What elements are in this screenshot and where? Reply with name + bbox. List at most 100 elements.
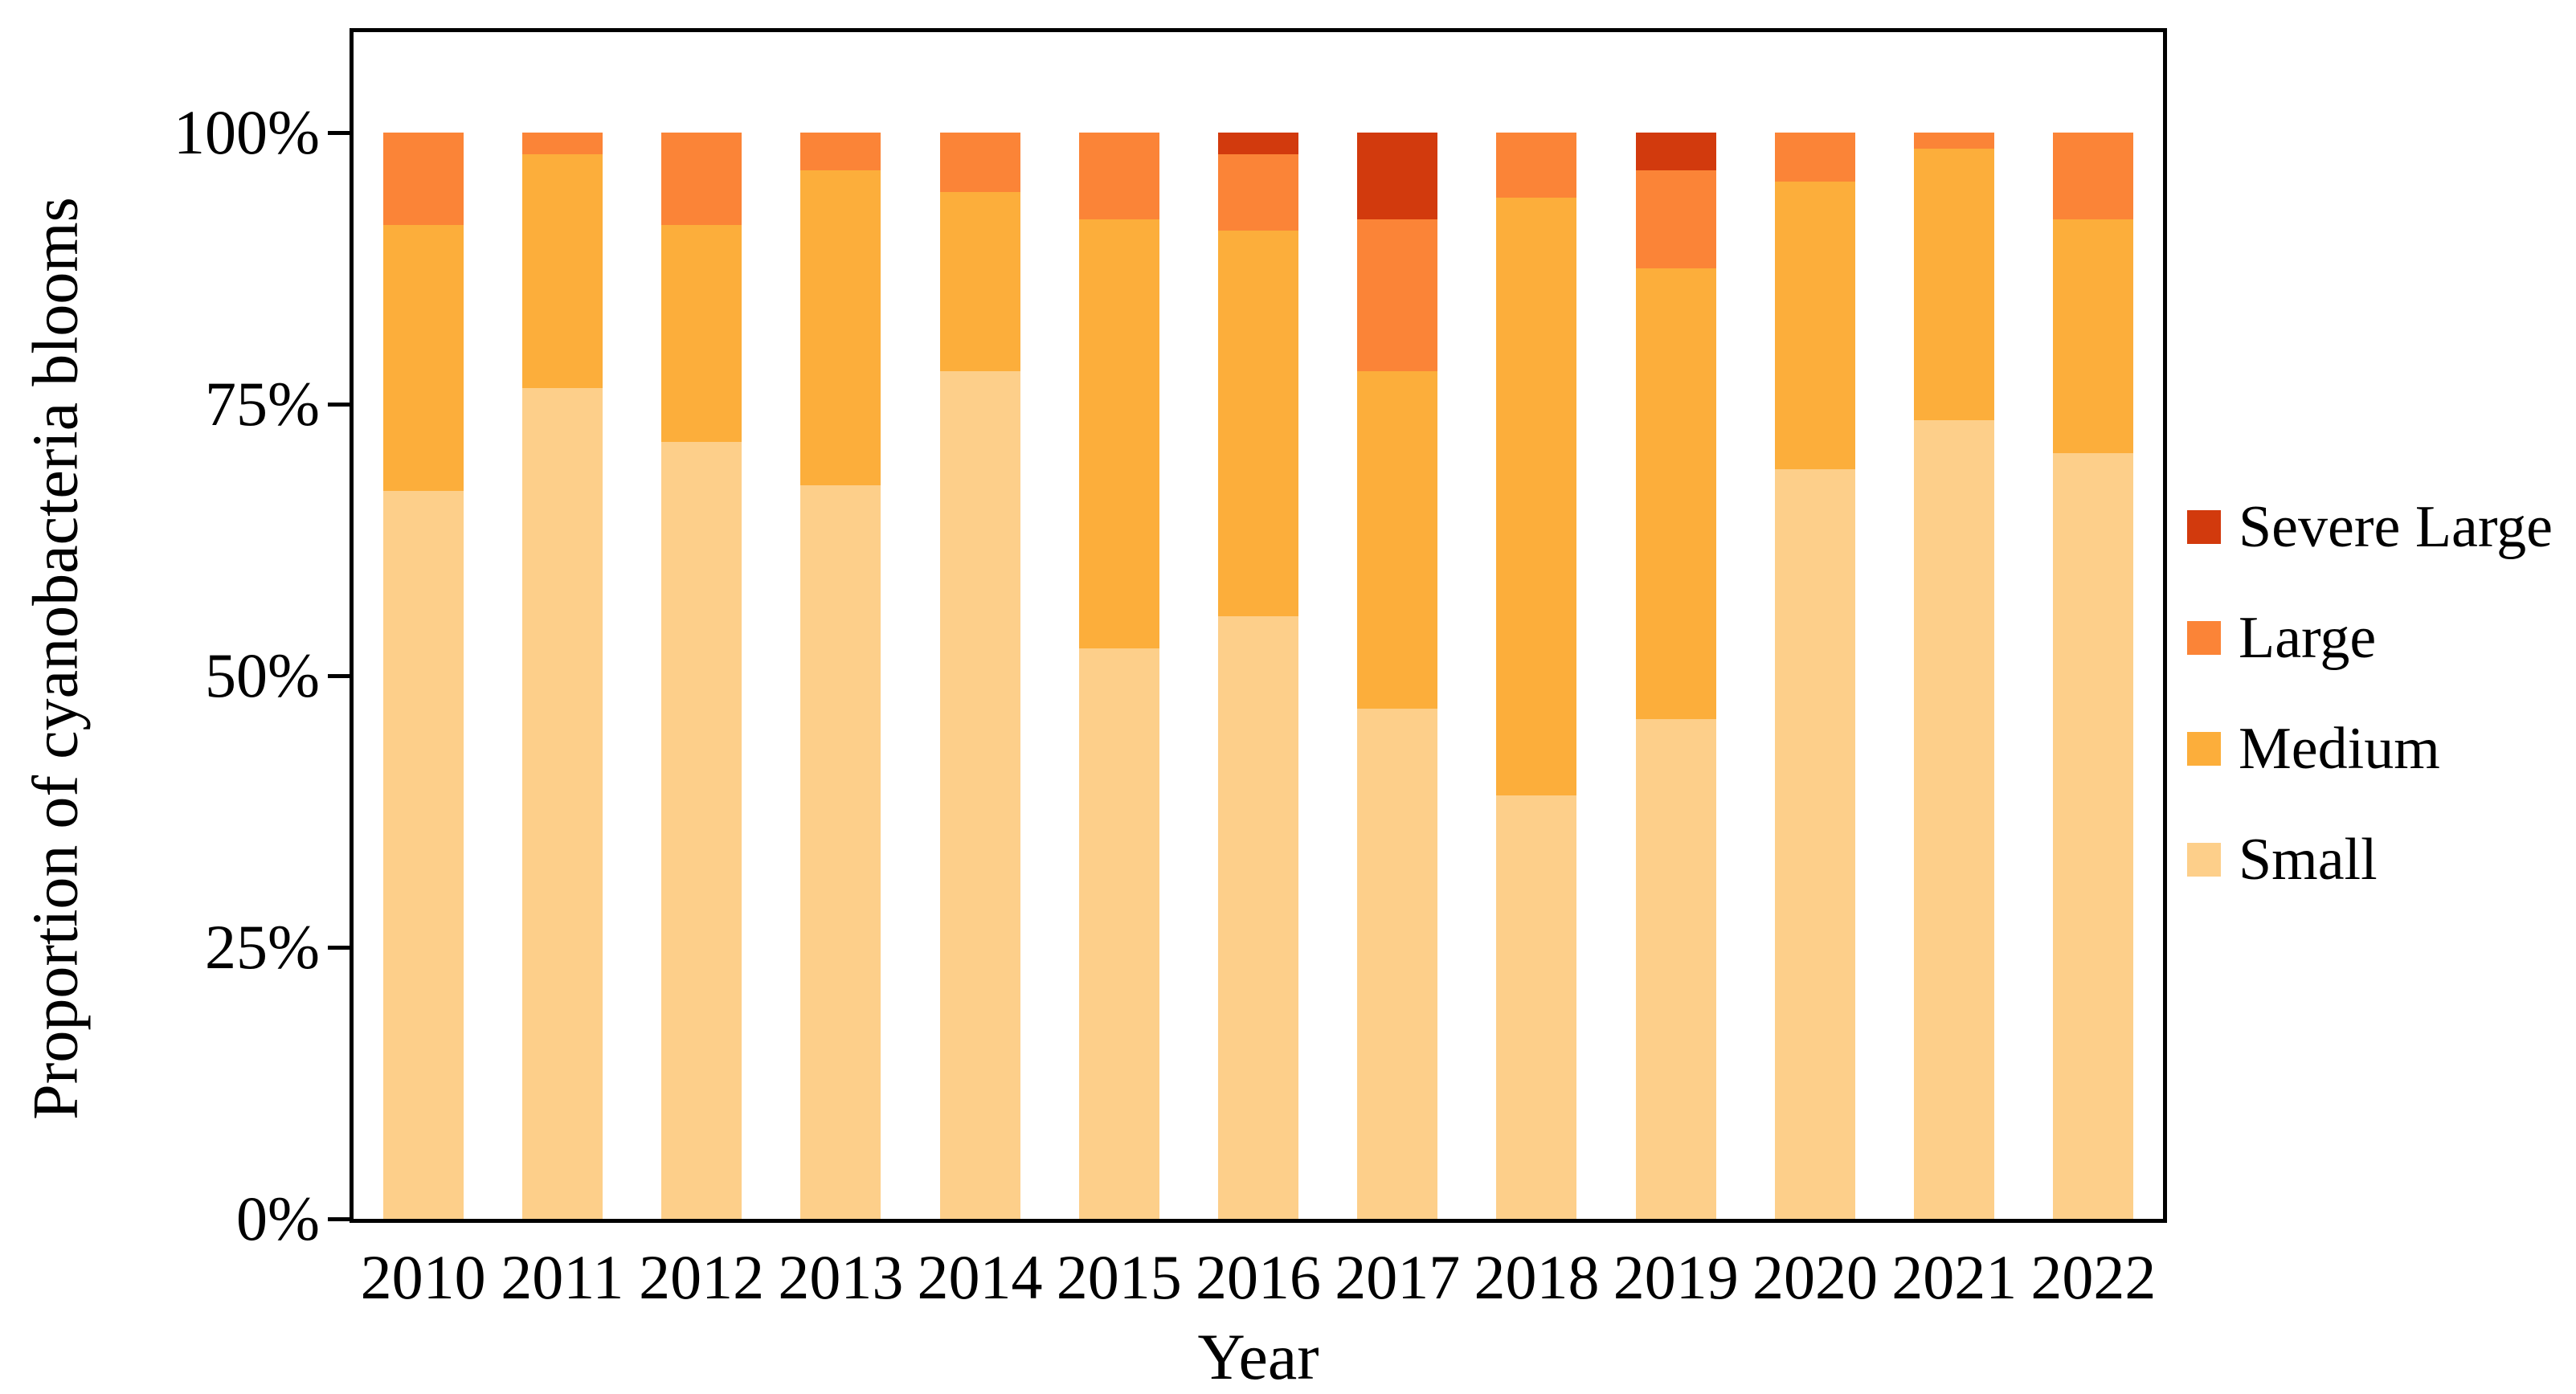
legend-item-large: Large (2187, 601, 2553, 675)
bar-segment-2019-small (1635, 719, 1716, 1219)
y-tick-25% (328, 946, 350, 950)
bar-stack-2022 (2053, 133, 2134, 1219)
bar-column-2017 (1328, 133, 1467, 1219)
bar-column-2011 (493, 133, 632, 1219)
bar-segment-2018-medium (1496, 198, 1577, 795)
bar-segment-2014-large (939, 133, 1020, 193)
bar-stack-2018 (1496, 133, 1577, 1219)
bar-segment-2019-severe-large (1635, 133, 1716, 171)
legend-label: Severe Large (2239, 493, 2554, 560)
bar-segment-2015-small (1078, 648, 1159, 1219)
bar-column-2020 (1745, 133, 1884, 1219)
bar-segment-2011-small (521, 387, 603, 1219)
legend-label: Small (2239, 826, 2378, 893)
bar-segment-2022-medium (2053, 219, 2134, 453)
x-tick-label-2017: 2017 (1335, 1242, 1461, 1312)
bar-segment-2010-medium (382, 224, 464, 492)
x-axis-title: Year (1197, 1320, 1319, 1393)
bar-segment-2019-large (1635, 170, 1716, 269)
bar-stack-2021 (1914, 133, 1995, 1219)
plot-area (350, 28, 2167, 1223)
legend-swatch-icon (2187, 843, 2221, 877)
x-tick-label-2019: 2019 (1613, 1242, 1739, 1312)
bar-segment-2016-small (1218, 615, 1299, 1219)
y-tick-label-25%: 25% (205, 912, 320, 982)
bar-segment-2016-severe-large (1218, 133, 1299, 155)
bar-segment-2013-small (800, 485, 881, 1219)
bar-stack-2010 (382, 133, 464, 1219)
legend-swatch-icon (2187, 510, 2221, 544)
bar-column-2010 (354, 133, 493, 1219)
bar-segment-2013-large (800, 133, 881, 171)
x-tick-label-2010: 2010 (360, 1242, 486, 1312)
bar-segment-2014-small (939, 371, 1020, 1219)
legend-item-medium: Medium (2187, 712, 2553, 786)
bar-segment-2017-severe-large (1357, 133, 1438, 220)
x-tick-label-2013: 2013 (778, 1242, 904, 1312)
bar-stack-2016 (1218, 133, 1299, 1219)
bar-segment-2016-medium (1218, 230, 1299, 616)
bar-segment-2017-medium (1357, 371, 1438, 709)
bar-stack-2015 (1078, 133, 1159, 1219)
legend-item-small: Small (2187, 823, 2553, 897)
bar-segment-2016-large (1218, 154, 1299, 231)
x-tick-label-2014: 2014 (917, 1242, 1043, 1312)
x-tick-label-2011: 2011 (501, 1242, 624, 1312)
bar-segment-2017-small (1357, 708, 1438, 1219)
bar-segment-2013-medium (800, 170, 881, 486)
bar-segment-2022-small (2053, 452, 2134, 1219)
bar-segment-2020-small (1774, 469, 1855, 1219)
y-tick-75% (328, 403, 350, 407)
legend-swatch-icon (2187, 621, 2221, 655)
legend-swatch-icon (2187, 732, 2221, 766)
bars (354, 133, 2163, 1219)
bar-segment-2012-medium (661, 224, 742, 443)
bar-stack-2011 (521, 133, 603, 1219)
bar-segment-2021-medium (1914, 149, 1995, 421)
bar-column-2012 (632, 133, 771, 1219)
y-tick-0% (328, 1217, 350, 1221)
bar-column-2015 (1049, 133, 1188, 1219)
legend-label: Medium (2239, 715, 2440, 782)
bar-column-2022 (2024, 133, 2163, 1219)
bar-segment-2020-medium (1774, 181, 1855, 470)
bar-segment-2015-medium (1078, 219, 1159, 649)
y-axis-title: Proportion of cyanobacteria blooms (20, 197, 92, 1120)
bar-segment-2017-large (1357, 219, 1438, 372)
y-tick-100% (328, 131, 350, 135)
bar-segment-2020-large (1774, 133, 1855, 182)
bar-stack-2020 (1774, 133, 1855, 1219)
bar-segment-2019-medium (1635, 268, 1716, 720)
bar-column-2018 (1467, 133, 1606, 1219)
bar-segment-2010-small (382, 491, 464, 1219)
bar-segment-2018-large (1496, 133, 1577, 198)
bar-segment-2011-medium (521, 154, 603, 388)
bar-stack-2014 (939, 133, 1020, 1219)
bar-segment-2014-medium (939, 192, 1020, 372)
bar-segment-2012-large (661, 133, 742, 225)
y-tick-label-50%: 50% (205, 640, 320, 710)
bar-column-2021 (1885, 133, 2024, 1219)
bar-segment-2015-large (1078, 133, 1159, 220)
x-tick-label-2021: 2021 (1891, 1242, 2018, 1312)
bar-column-2014 (910, 133, 1049, 1219)
bar-column-2016 (1188, 133, 1327, 1219)
bar-segment-2012-small (661, 442, 742, 1219)
bar-segment-2018-small (1496, 795, 1577, 1219)
y-tick-label-100%: 100% (174, 97, 320, 167)
x-tick-label-2012: 2012 (639, 1242, 765, 1312)
y-tick-label-75%: 75% (205, 369, 320, 439)
bar-segment-2021-small (1914, 420, 1995, 1219)
bar-stack-2012 (661, 133, 742, 1219)
x-tick-label-2020: 2020 (1752, 1242, 1878, 1312)
legend: Severe Large Large Medium Small (2187, 490, 2553, 897)
y-tick-50% (328, 674, 350, 678)
bar-stack-2013 (800, 133, 881, 1219)
bar-segment-2011-large (521, 133, 603, 155)
x-tick-label-2016: 2016 (1196, 1242, 1322, 1312)
bar-stack-2017 (1357, 133, 1438, 1219)
x-tick-label-2022: 2022 (2030, 1242, 2157, 1312)
x-tick-label-2015: 2015 (1056, 1242, 1182, 1312)
legend-label: Large (2239, 604, 2377, 671)
